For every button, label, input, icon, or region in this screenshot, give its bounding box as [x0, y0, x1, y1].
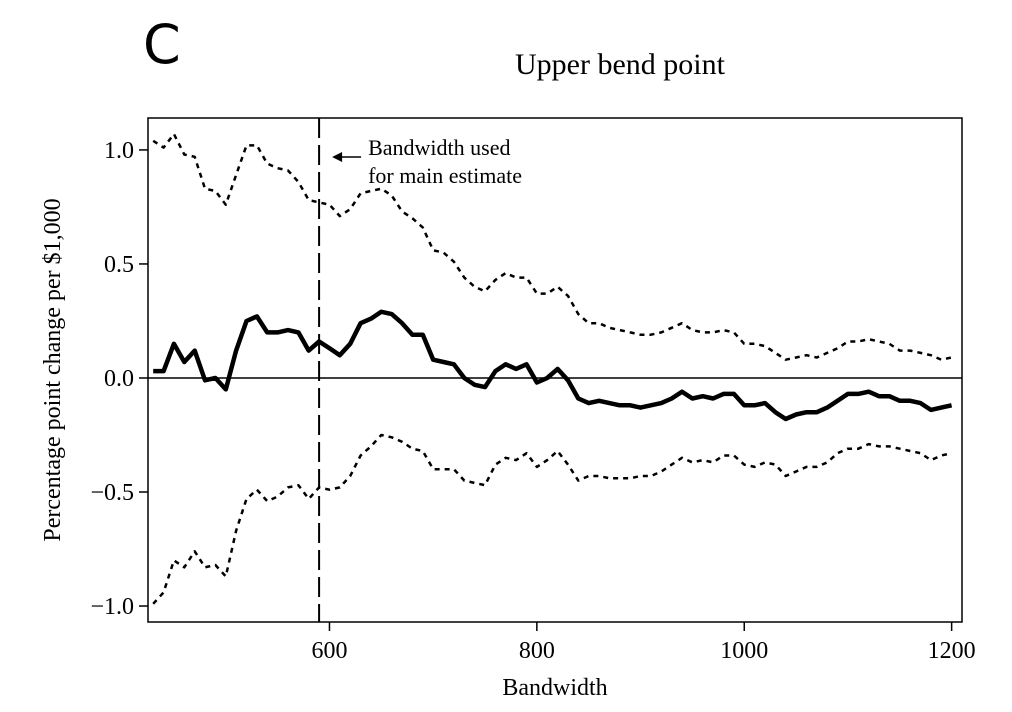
annotation-text-line1: Bandwidth used	[368, 135, 510, 160]
series-estimate-line	[153, 309, 953, 422]
y-tick-label: −1.0	[90, 594, 134, 620]
annotation-arrow	[332, 152, 362, 162]
y-tick-label: 0.0	[104, 366, 134, 392]
x-tick-label: 600	[311, 638, 347, 664]
y-tick-label: 0.5	[104, 252, 134, 278]
y-tick-label: −0.5	[90, 480, 134, 506]
x-tick-label: 1000	[720, 638, 768, 664]
chart-title: Upper bend point	[515, 48, 725, 81]
y-axis: 1.0 0.5 0.0 −0.5 −1.0	[90, 138, 148, 620]
panel-letter: C	[143, 13, 181, 76]
y-tick-label: 1.0	[104, 138, 134, 164]
annotation-text-line2: for main estimate	[368, 163, 522, 188]
plot-frame	[147, 117, 963, 623]
x-axis: 600 800 1000 1200	[311, 622, 976, 664]
series-layer	[152, 132, 953, 605]
x-tick-label: 1200	[928, 638, 976, 664]
series-lower-ci-line	[152, 433, 952, 605]
series-upper-ci-line	[152, 132, 952, 361]
x-axis-label: Bandwidth	[502, 675, 607, 701]
y-axis-label: Percentage point change per $1,000	[40, 198, 66, 541]
x-tick-label: 800	[519, 638, 555, 664]
